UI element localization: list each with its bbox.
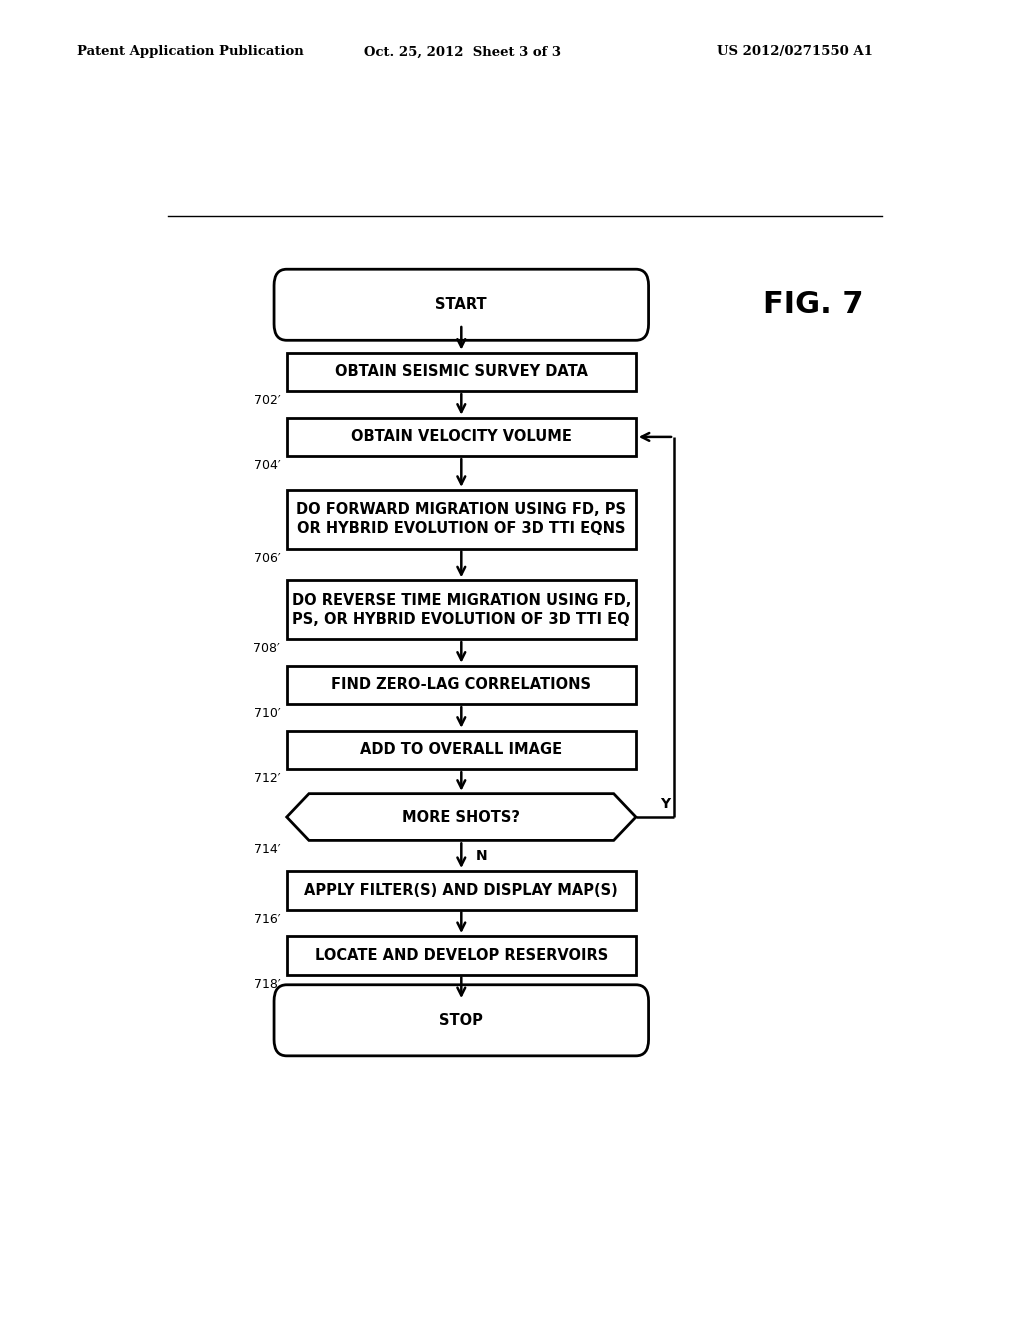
Text: US 2012/0271550 A1: US 2012/0271550 A1 [717,45,872,58]
Text: FIND ZERO-LAG CORRELATIONS: FIND ZERO-LAG CORRELATIONS [332,677,591,693]
Text: FIG. 7: FIG. 7 [763,290,863,319]
Text: 710′: 710′ [254,708,281,721]
Text: N: N [475,849,487,863]
Text: Patent Application Publication: Patent Application Publication [77,45,303,58]
Text: ADD TO OVERALL IMAGE: ADD TO OVERALL IMAGE [360,742,562,758]
Bar [287,731,636,770]
Bar [287,936,636,974]
Text: 712′: 712′ [254,772,281,785]
Text: 718′: 718′ [254,978,281,990]
Bar [287,490,636,549]
Text: 714′: 714′ [254,843,281,857]
Text: 708′: 708′ [254,643,281,655]
Text: 702′: 702′ [254,395,281,407]
Text: Y: Y [659,797,670,810]
Text: OBTAIN SEISMIC SURVEY DATA: OBTAIN SEISMIC SURVEY DATA [335,364,588,379]
Text: 716′: 716′ [254,912,281,925]
Text: START: START [435,297,487,313]
Bar [287,871,636,909]
Text: STOP: STOP [439,1012,483,1028]
Text: LOCATE AND DEVELOP RESERVOIRS: LOCATE AND DEVELOP RESERVOIRS [314,948,608,962]
Text: MORE SHOTS?: MORE SHOTS? [402,809,520,825]
FancyBboxPatch shape [274,269,648,341]
Text: DO FORWARD MIGRATION USING FD, PS
OR HYBRID EVOLUTION OF 3D TTI EQNS: DO FORWARD MIGRATION USING FD, PS OR HYB… [296,502,627,536]
Bar [287,417,636,457]
FancyBboxPatch shape [274,985,648,1056]
Bar [287,581,636,639]
Text: APPLY FILTER(S) AND DISPLAY MAP(S): APPLY FILTER(S) AND DISPLAY MAP(S) [304,883,618,898]
Bar [287,352,636,391]
Text: OBTAIN VELOCITY VOLUME: OBTAIN VELOCITY VOLUME [351,429,571,445]
Bar [287,665,636,704]
Polygon shape [287,793,636,841]
Text: 704′: 704′ [254,459,281,473]
Text: DO REVERSE TIME MIGRATION USING FD,
PS, OR HYBRID EVOLUTION OF 3D TTI EQ: DO REVERSE TIME MIGRATION USING FD, PS, … [292,593,631,627]
Text: Oct. 25, 2012  Sheet 3 of 3: Oct. 25, 2012 Sheet 3 of 3 [364,45,560,58]
Text: 706′: 706′ [254,552,281,565]
